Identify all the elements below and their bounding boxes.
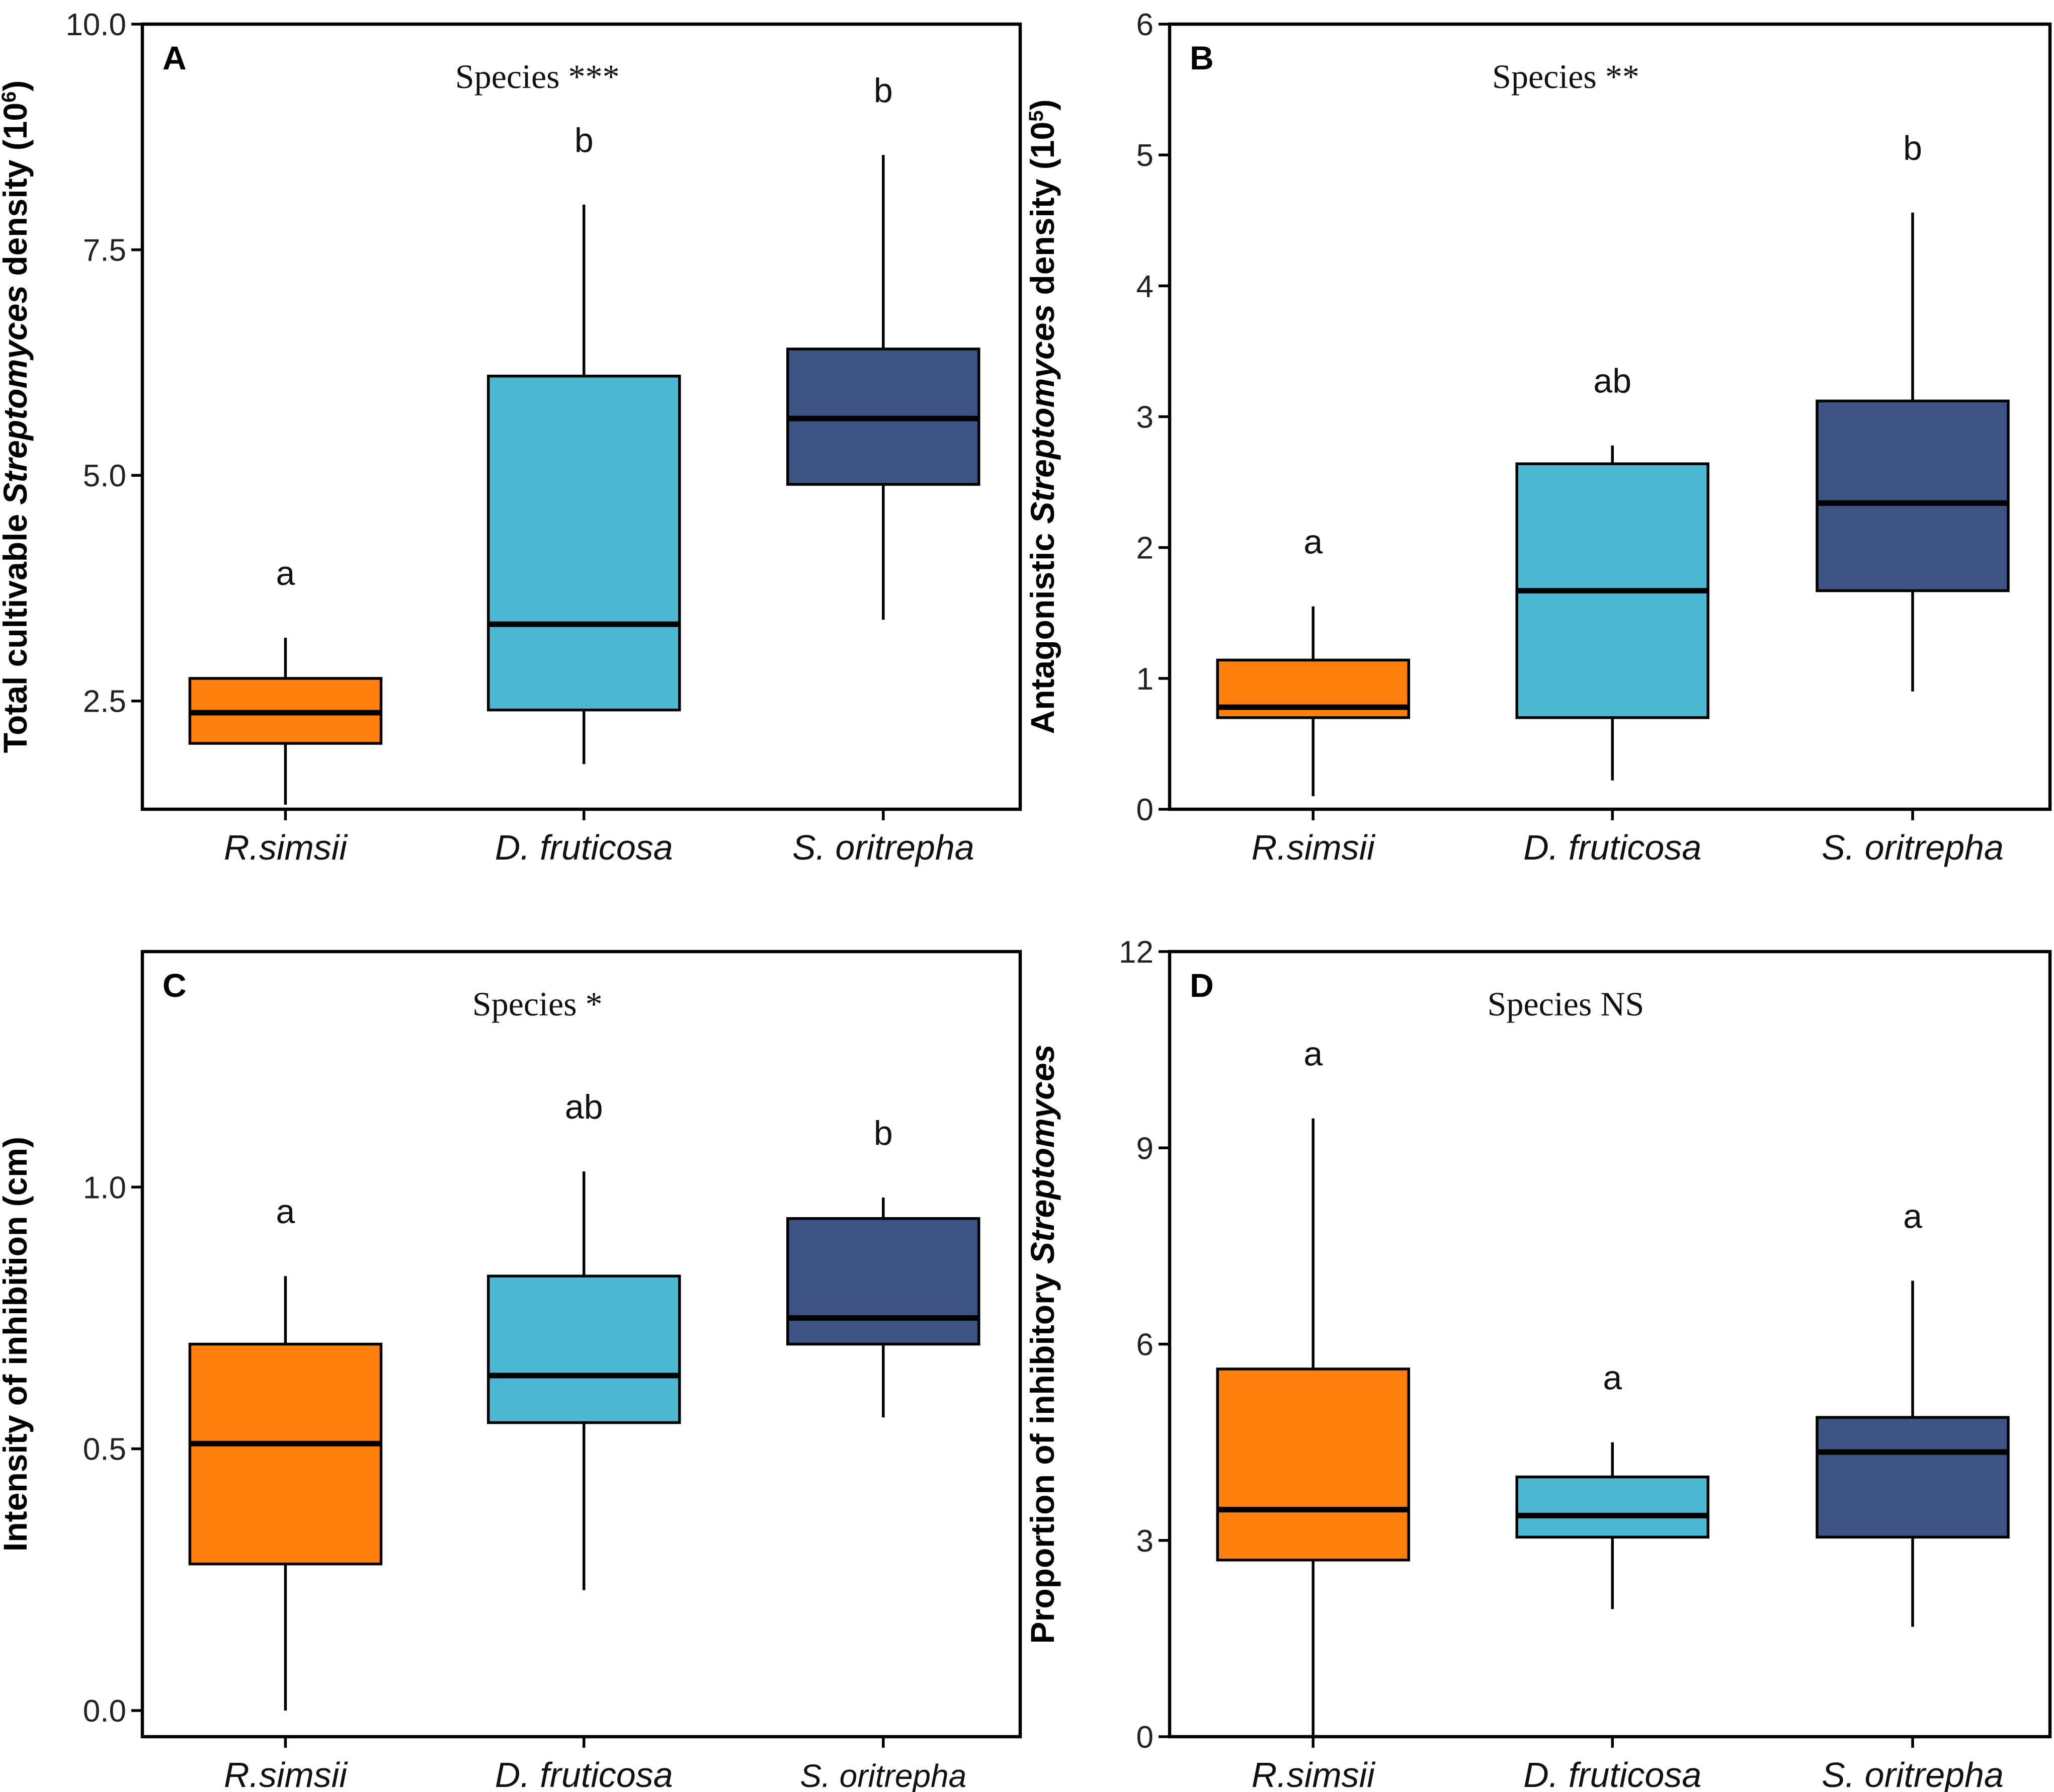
box-2: ab [1515,362,1709,781]
significance-letter: ab [1593,362,1631,400]
y-tick-label: 0 [1136,793,1154,827]
box-3: b [1816,129,2010,692]
box-1: a [1216,1035,1410,1737]
panel-label: C [162,967,187,1004]
significance-letter: a [276,1192,295,1231]
category-label: D. fruticosa [495,1755,673,1792]
panel-d: 0 3 6 9 12 a R.simsii a D. fruticosa a S. oritreph… [1024,935,2052,1792]
y-tick-label: 5 [1136,138,1154,173]
panel-a: 2.5 5.0 7.5 10.0 a R.simsii b D. fruticosa b S. o… [0,8,1022,867]
significance-letter: a [1903,1197,1922,1235]
box-3: b [786,1114,980,1418]
plot-frame [140,950,1022,1739]
box-1: a [188,554,383,805]
significance-letter: a [1303,1035,1323,1073]
significance-letter: b [1903,129,1922,167]
box-2: b [486,121,681,764]
y-tick-label: 6 [1136,1328,1154,1362]
box-2: ab [486,1088,681,1590]
panel-b: 0 1 2 3 4 5 6 a R.simsii ab D. fruticosa b S. oritre… [1024,8,2052,867]
category-label: D. fruticosa [1523,1755,1701,1792]
box-3: b [786,71,980,620]
iqr-box [786,1217,980,1346]
iqr-box [1515,1475,1709,1539]
iqr-box [1816,1416,2010,1539]
y-tick-label: 6 [1136,8,1154,42]
category-label: D. fruticosa [1523,828,1701,867]
significance-letter: b [574,121,594,159]
significance-letter: a [276,554,295,592]
y-axis-label: Proportion of inhibitory Streptomyces [1024,1045,1061,1644]
iqr-box [1216,1368,1410,1562]
box-1: a [1216,523,1410,796]
plot-frame [140,22,1022,811]
iqr-box [188,1342,383,1566]
category-label: R.simsii [224,1755,348,1792]
category-label: S. oritrepha [800,1758,966,1792]
y-tick-label: 3 [1136,400,1154,435]
y-tick-label: 9 [1136,1131,1154,1166]
plot-frame [1168,950,2052,1739]
species-significance: Species NS [1488,985,1645,1023]
panel-label: A [162,39,187,76]
y-axis-label: Antagonistic Streptomyces density (105) [1024,100,1061,734]
significance-letter: b [874,1114,893,1152]
species-significance: Species *** [455,57,620,96]
y-tick-label: 0.5 [83,1432,126,1467]
species-significance: Species ** [1492,57,1639,96]
category-label: S. oritrepha [1822,828,2004,867]
box-1: a [188,1192,383,1711]
panel-c: 0.0 0.5 1.0 a R.simsii ab D. fruticosa b S. orit… [0,950,1022,1792]
significance-letter: a [1603,1359,1622,1397]
y-tick-label: 1 [1136,662,1154,697]
y-tick-label: 10.0 [65,8,126,42]
category-label: D. fruticosa [495,828,673,867]
category-label: S. oritrepha [1822,1755,2004,1792]
category-label: R.simsii [1252,1755,1376,1792]
significance-letter: b [874,71,893,110]
box-3: a [1816,1197,2010,1627]
panel-label: B [1190,39,1214,76]
category-label: R.simsii [224,828,348,867]
y-tick-label: 5.0 [83,459,126,493]
box-2: a [1515,1359,1709,1609]
y-tick-label: 0 [1136,1720,1154,1755]
iqr-box [486,375,681,712]
y-axis-label: Total cultivable Streptomyces density (1… [0,80,34,753]
category-label: R.simsii [1252,828,1376,867]
category-label: S. oritrepha [792,828,974,867]
iqr-box [1816,399,2010,592]
y-tick-label: 4 [1136,269,1154,304]
y-tick-label: 0.0 [83,1694,126,1729]
y-tick-label: 3 [1136,1524,1154,1559]
significance-letter: a [1303,523,1323,561]
y-tick-label: 7.5 [83,233,126,268]
y-axis-label: Intensity of inhibition (cm) [0,1137,34,1552]
y-tick-label: 12 [1119,935,1154,970]
significance-letter: ab [565,1088,603,1126]
species-significance: Species * [472,985,603,1023]
y-tick-label: 1.0 [83,1170,126,1205]
y-tick-label: 2.5 [83,685,126,719]
panel-label: D [1190,967,1214,1004]
y-tick-label: 2 [1136,531,1154,566]
iqr-box [486,1274,681,1424]
